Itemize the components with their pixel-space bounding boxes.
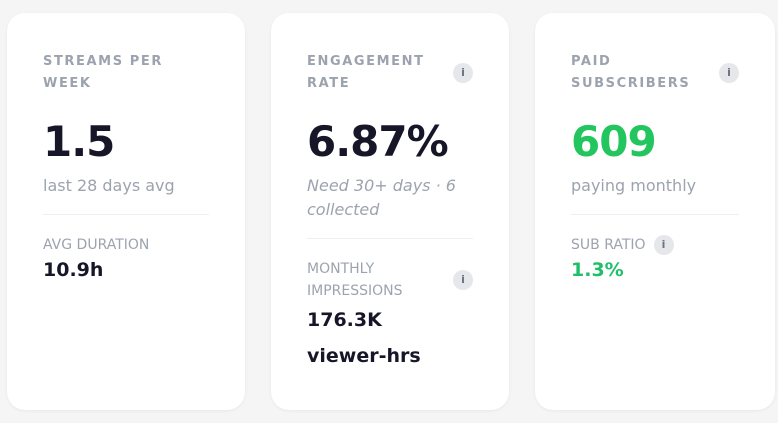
paid-subscribers-card: PAID SUBSCRIBERS i 609 paying monthly SUB… <box>535 13 775 410</box>
info-icon[interactable]: i <box>653 235 674 255</box>
divider <box>307 238 473 239</box>
card-label: PAID SUBSCRIBERS <box>571 54 691 91</box>
info-icon[interactable]: i <box>719 63 739 83</box>
secondary-value: 1.3% <box>571 259 624 281</box>
secondary-value: 176.3K <box>307 309 382 331</box>
card-value: 1.5 <box>43 117 115 166</box>
divider <box>571 214 739 215</box>
card-value: 609 <box>571 117 657 166</box>
secondary-label: SUB RATIO <box>571 237 646 253</box>
secondary-label: AVG DURATION <box>43 237 150 253</box>
info-icon[interactable]: i <box>453 63 473 83</box>
streams-per-week-card: STREAMS PER WEEK 1.5 last 28 days avg AV… <box>7 13 245 410</box>
secondary-unit: viewer-hrs <box>307 345 421 367</box>
card-label: ENGAGEMENT RATE <box>307 54 425 91</box>
divider <box>43 214 209 215</box>
card-subtext: Need 30+ days · 6 collected <box>307 176 456 219</box>
engagement-rate-card: ENGAGEMENT RATE i 6.87% Need 30+ days · 6… <box>271 13 509 410</box>
secondary-value: 10.9h <box>43 259 104 281</box>
info-icon[interactable]: i <box>453 270 473 290</box>
card-value: 6.87% <box>307 117 449 166</box>
card-subtext: paying monthly <box>571 176 697 195</box>
secondary-label: MONTHLY IMPRESSIONS <box>307 261 403 299</box>
card-label: STREAMS PER WEEK <box>43 54 164 91</box>
card-subtext: last 28 days avg <box>43 176 175 195</box>
